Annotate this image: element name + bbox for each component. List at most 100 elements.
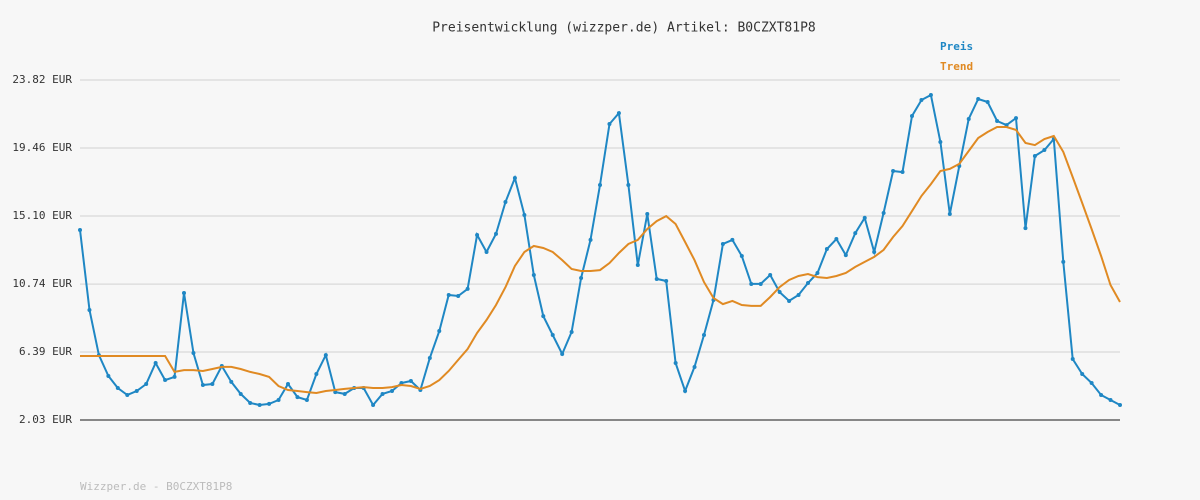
point xyxy=(182,290,186,295)
point xyxy=(588,237,593,242)
point xyxy=(115,386,120,391)
point xyxy=(720,241,725,246)
point xyxy=(390,388,394,393)
point xyxy=(664,278,669,283)
point xyxy=(210,381,215,386)
point xyxy=(598,183,602,188)
point xyxy=(843,253,848,258)
point xyxy=(399,381,404,386)
point xyxy=(673,361,678,366)
point xyxy=(739,254,744,259)
y-tick-label: 6.39 EUR xyxy=(19,345,72,358)
point xyxy=(947,212,952,217)
series-line xyxy=(79,93,1121,407)
point xyxy=(919,97,924,102)
point xyxy=(758,281,763,286)
point xyxy=(286,381,290,386)
point xyxy=(295,395,300,400)
point xyxy=(891,168,896,173)
point xyxy=(163,378,168,383)
point xyxy=(881,210,886,215)
point xyxy=(1023,226,1028,231)
point xyxy=(446,293,451,298)
point xyxy=(371,403,376,408)
point xyxy=(1108,398,1113,403)
point xyxy=(512,175,517,180)
point xyxy=(380,391,385,396)
point xyxy=(569,329,574,334)
point xyxy=(976,97,981,102)
footer: Wizzper.de - B0CZXT81P8 xyxy=(80,480,232,493)
y-tick-label: 23.82 EUR xyxy=(12,73,72,86)
point xyxy=(995,119,1000,124)
point xyxy=(834,236,839,241)
point xyxy=(484,249,489,254)
point xyxy=(702,332,706,337)
point xyxy=(730,237,735,242)
point xyxy=(768,273,773,278)
point xyxy=(1014,116,1018,121)
point xyxy=(938,139,943,144)
legend-label: Preis xyxy=(940,40,973,53)
point xyxy=(796,293,801,298)
y-tick-label: 19.46 EUR xyxy=(12,141,72,154)
point xyxy=(78,227,82,232)
y-tick-label: 15.10 EUR xyxy=(12,209,72,222)
point xyxy=(437,329,442,334)
point xyxy=(257,403,262,408)
point xyxy=(314,371,319,376)
point xyxy=(87,307,92,312)
series-line xyxy=(80,126,1121,395)
point xyxy=(475,232,480,237)
point xyxy=(276,398,281,403)
point xyxy=(787,298,792,303)
point xyxy=(645,212,650,217)
point xyxy=(172,374,177,379)
point xyxy=(872,249,877,254)
point xyxy=(531,273,536,278)
point xyxy=(503,200,508,205)
chart-title: Preisentwicklung (wizzper.de) Artikel: B… xyxy=(432,21,816,36)
point xyxy=(1070,356,1075,361)
point xyxy=(427,356,432,361)
point xyxy=(853,231,858,236)
point xyxy=(1042,148,1047,153)
y-tick-label: 10.74 EUR xyxy=(12,277,72,290)
point xyxy=(749,281,754,286)
point xyxy=(1061,259,1066,264)
point xyxy=(106,373,111,378)
point xyxy=(229,379,234,384)
point xyxy=(144,381,149,386)
point xyxy=(966,117,971,122)
point xyxy=(635,263,640,268)
point xyxy=(522,212,527,217)
point xyxy=(494,231,498,236)
point xyxy=(238,391,243,396)
legend-label: Trend xyxy=(940,60,973,73)
point xyxy=(910,114,914,119)
point xyxy=(683,388,688,393)
point xyxy=(153,361,158,366)
point xyxy=(125,393,130,398)
point xyxy=(579,276,584,281)
point xyxy=(607,122,612,127)
point xyxy=(815,271,820,276)
point xyxy=(248,400,253,405)
point xyxy=(1032,153,1037,158)
point xyxy=(616,111,621,116)
point xyxy=(824,246,829,251)
point xyxy=(191,351,196,356)
point xyxy=(1099,393,1104,398)
point xyxy=(323,353,328,358)
point xyxy=(134,388,139,393)
y-tick-label: 2.03 EUR xyxy=(19,413,72,426)
point xyxy=(806,281,810,286)
point xyxy=(304,398,309,403)
point xyxy=(541,314,546,319)
point xyxy=(692,364,697,369)
point xyxy=(465,286,470,291)
point xyxy=(267,401,272,406)
point xyxy=(654,276,659,281)
point xyxy=(408,378,413,383)
